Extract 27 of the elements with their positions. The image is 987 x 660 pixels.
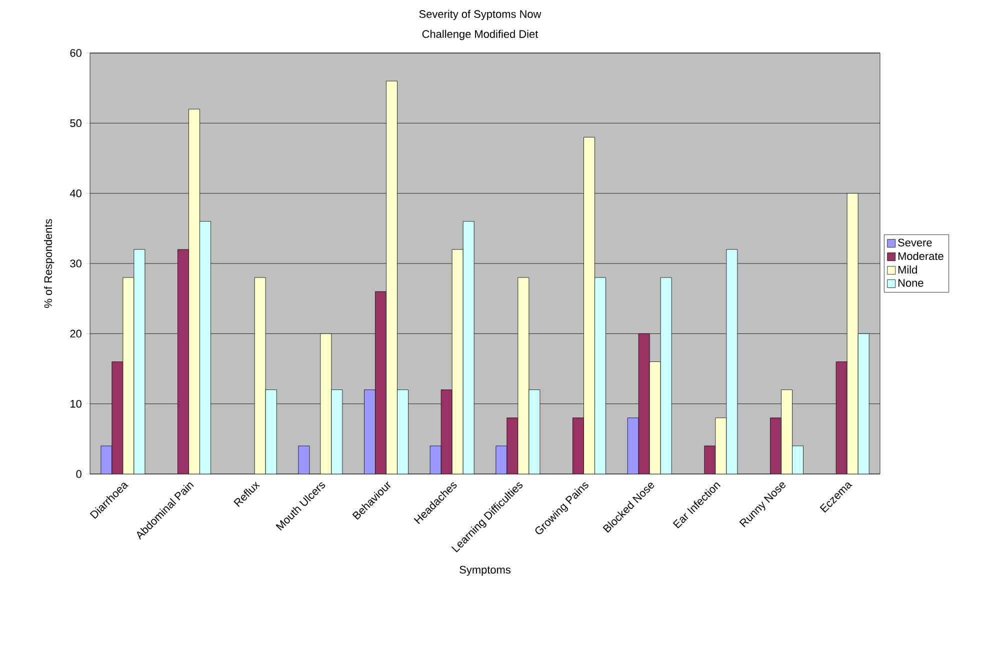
legend-label: Mild [898,266,917,274]
legend-label: None [898,279,924,287]
chart-subtitle: Challenge Modified Diet [422,30,538,40]
bar [715,418,727,474]
bar [122,277,134,474]
chart-title: Severity of Syptoms Now [419,10,542,20]
x-axis-title: Symptoms [460,566,510,576]
bar [846,193,858,474]
bar [584,136,595,474]
y-tick-label: 50 [70,119,82,128]
y-tick-label: 0 [76,470,82,478]
bar [452,249,464,474]
bar [781,390,792,474]
y-axis-title: % of Respondents [44,219,54,308]
bar [386,80,398,474]
y-tick-label: 30 [70,260,82,268]
bar [254,277,266,474]
bar [518,277,530,474]
bar [188,108,200,474]
y-tick-label: 20 [70,330,82,338]
bar [320,333,332,474]
y-tick-label: 10 [70,400,82,408]
legend-label: Moderate [898,252,944,260]
y-tick-label: 40 [70,189,82,198]
y-tick-label: 60 [70,49,82,57]
bar [649,362,661,474]
legend-label: Severe [898,238,932,246]
